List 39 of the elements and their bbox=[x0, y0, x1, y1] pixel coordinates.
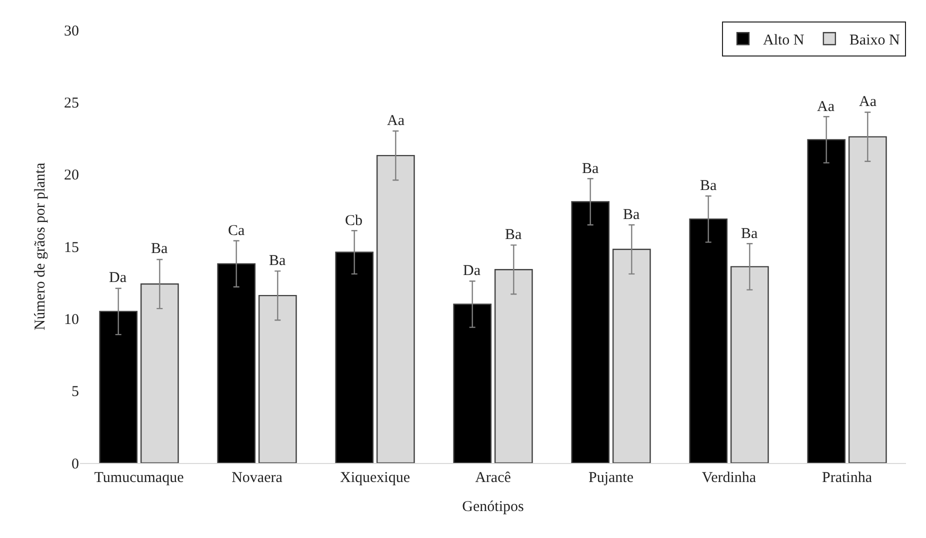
data-label: Ba bbox=[623, 207, 640, 223]
bar bbox=[99, 310, 138, 463]
x-tick-label: Pujante bbox=[588, 470, 634, 486]
bar bbox=[571, 201, 610, 463]
y-tick-label: 15 bbox=[64, 240, 79, 256]
y-tick-label: 25 bbox=[64, 95, 79, 112]
x-tick-label: Novaera bbox=[232, 470, 283, 486]
data-label: Da bbox=[463, 263, 481, 279]
data-label: Ba bbox=[269, 253, 286, 269]
data-label: Ba bbox=[741, 226, 758, 242]
y-tick-label: 0 bbox=[72, 456, 79, 472]
y-tick-label: 5 bbox=[72, 384, 79, 400]
bar bbox=[689, 218, 728, 463]
data-label: Ba bbox=[151, 241, 168, 257]
x-tick-label: Xiquexique bbox=[340, 470, 410, 486]
data-label: Aa bbox=[817, 99, 835, 115]
x-tick-label: Verdinha bbox=[702, 470, 756, 486]
data-label: Aa bbox=[387, 113, 405, 129]
x-tick-label: Tumucumaque bbox=[94, 470, 184, 486]
data-label: Ba bbox=[700, 178, 718, 194]
legend-label: Alto N bbox=[763, 32, 804, 48]
bar bbox=[453, 304, 492, 463]
y-tick-label: 10 bbox=[64, 312, 79, 328]
data-label: Aa bbox=[859, 94, 877, 110]
y-tick-label: 30 bbox=[64, 23, 79, 40]
data-label: Ca bbox=[228, 223, 246, 239]
y-axis-title: Número de grãos por planta bbox=[32, 162, 48, 330]
data-label: Ba bbox=[582, 161, 600, 177]
x-tick-label: Pratinha bbox=[822, 470, 872, 486]
data-label: Da bbox=[109, 270, 127, 286]
data-label: Ba bbox=[505, 227, 522, 243]
legend-label: Baixo N bbox=[849, 32, 900, 48]
x-axis-title: Genótipos bbox=[462, 499, 524, 515]
y-tick-label: 20 bbox=[64, 168, 79, 184]
bar bbox=[335, 252, 374, 463]
x-tick-label: Aracê bbox=[475, 470, 512, 486]
bar bbox=[217, 263, 256, 463]
bar bbox=[807, 139, 846, 463]
data-label: Cb bbox=[345, 213, 363, 229]
